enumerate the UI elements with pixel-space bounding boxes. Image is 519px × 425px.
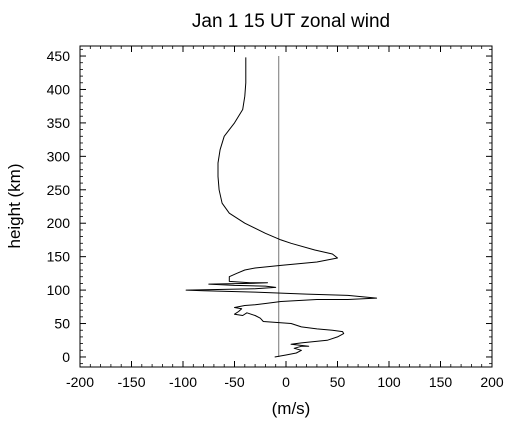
y-tick-label: 400 xyxy=(47,81,71,97)
x-tick-label: 100 xyxy=(377,374,401,390)
y-tick-label: 450 xyxy=(47,48,71,64)
y-tick-label: 250 xyxy=(47,182,71,198)
y-tick-label: 50 xyxy=(54,316,70,332)
series-layer xyxy=(185,57,378,358)
x-tick-label: -100 xyxy=(169,374,197,390)
y-tick-label: 200 xyxy=(47,215,71,231)
y-tick-label: 350 xyxy=(47,115,71,131)
chart-title: Jan 1 15 UT zonal wind xyxy=(192,11,390,32)
x-tick-label: 150 xyxy=(429,374,453,390)
plot-frame xyxy=(79,45,493,368)
x-axis-label: (m/s) xyxy=(272,399,311,418)
y-axis-label: height (km) xyxy=(5,163,24,248)
x-tick-label: -150 xyxy=(117,374,145,390)
x-tick-label: -50 xyxy=(224,374,244,390)
y-tick-label: 150 xyxy=(47,249,71,265)
x-tick-label: 200 xyxy=(480,374,504,390)
x-tick-label: 0 xyxy=(282,374,290,390)
y-tick-label: 100 xyxy=(47,282,71,298)
ticks-layer xyxy=(79,46,493,367)
y-tick-label: 0 xyxy=(62,349,70,365)
y-tick-label: 300 xyxy=(47,148,71,164)
tick-labels-layer: -200 -150 -100 -50 0 50 100 150 200 0 50 100 150 200 2… xyxy=(47,48,504,390)
zonal-wind-profile-line xyxy=(185,57,378,358)
x-tick-label: 50 xyxy=(330,374,346,390)
x-tick-label: -200 xyxy=(66,374,94,390)
